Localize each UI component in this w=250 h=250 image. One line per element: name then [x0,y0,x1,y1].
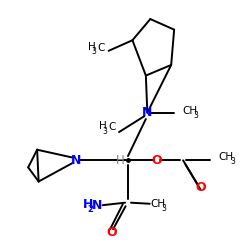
Text: N: N [71,154,81,167]
Text: CH: CH [219,152,234,162]
Text: 3: 3 [230,156,235,166]
Text: 2: 2 [88,205,94,214]
Text: H: H [116,154,125,167]
Text: 3: 3 [102,126,108,136]
Text: O: O [151,154,162,167]
Text: 3: 3 [193,110,198,120]
Text: C: C [108,122,116,132]
Text: CH: CH [182,106,198,116]
Text: H: H [82,198,93,211]
Text: N: N [92,199,102,212]
Text: H: H [100,121,107,131]
Text: CH: CH [150,200,166,209]
Text: N: N [142,106,152,119]
Text: O: O [106,226,117,239]
Text: O: O [196,181,206,194]
Text: C: C [98,43,105,53]
Text: 3: 3 [92,47,97,56]
Text: H: H [88,42,96,52]
Text: 3: 3 [162,204,166,213]
